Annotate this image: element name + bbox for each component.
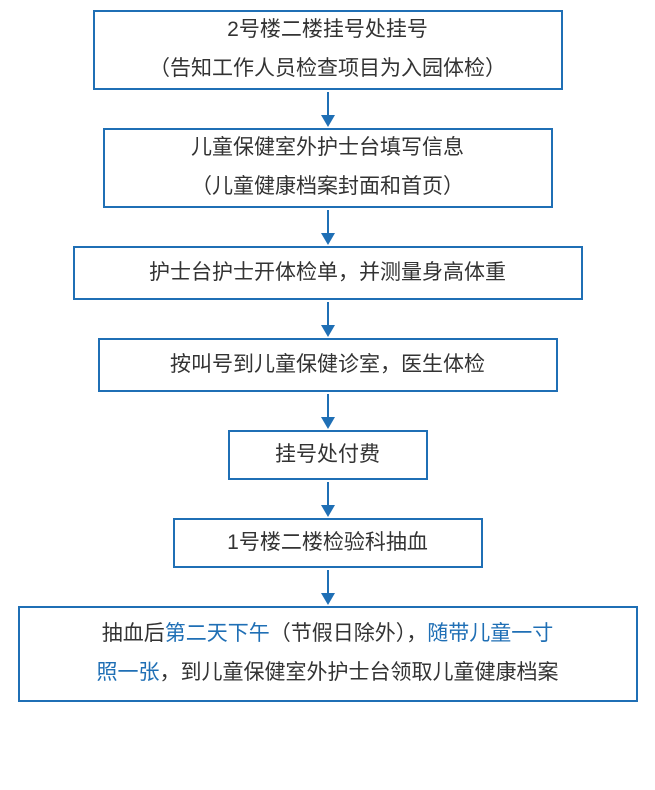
arrow-shaft bbox=[327, 482, 329, 506]
text-segment: （节假日除外）， bbox=[270, 622, 428, 645]
text-segment: 抽血后 bbox=[102, 622, 165, 645]
flow-arrow-1 bbox=[321, 90, 335, 128]
flow-step-2: 儿童保健室外护士台填写信息 （儿童健康档案封面和首页） bbox=[103, 128, 553, 208]
flow-step-6: 1号楼二楼检验科抽血 bbox=[173, 518, 483, 568]
text-segment: 按叫号到儿童保健诊室，医生体检 bbox=[170, 353, 485, 376]
flow-step-6-line-1: 1号楼二楼检验科抽血 bbox=[227, 524, 428, 563]
text-segment: （告知工作人员检查项目为入园体检） bbox=[149, 57, 506, 80]
flow-arrow-4 bbox=[321, 392, 335, 430]
arrow-head-icon bbox=[321, 325, 335, 337]
flow-step-3: 护士台护士开体检单，并测量身高体重 bbox=[73, 246, 583, 300]
flow-step-4-line-1: 按叫号到儿童保健诊室，医生体检 bbox=[170, 346, 485, 385]
text-segment: 照一张 bbox=[97, 661, 160, 684]
arrow-shaft bbox=[327, 302, 329, 326]
text-segment: 护士台护士开体检单，并测量身高体重 bbox=[149, 261, 506, 284]
arrow-shaft bbox=[327, 210, 329, 234]
arrow-shaft bbox=[327, 394, 329, 418]
flow-step-5: 挂号处付费 bbox=[228, 430, 428, 480]
text-segment: 1号楼二楼检验科抽血 bbox=[227, 531, 428, 554]
flow-step-7: 抽血后第二天下午（节假日除外），随带儿童一寸照一张，到儿童保健室外护士台领取儿童… bbox=[18, 606, 638, 702]
flow-step-7-line-2: 照一张，到儿童保健室外护士台领取儿童健康档案 bbox=[97, 654, 559, 693]
flow-step-1: 2号楼二楼挂号处挂号 （告知工作人员检查项目为入园体检） bbox=[93, 10, 563, 90]
flow-arrow-3 bbox=[321, 300, 335, 338]
flow-step-2-line-1: 儿童保健室外护士台填写信息 bbox=[191, 129, 464, 168]
arrow-head-icon bbox=[321, 115, 335, 127]
flow-step-4: 按叫号到儿童保健诊室，医生体检 bbox=[98, 338, 558, 392]
arrow-shaft bbox=[327, 570, 329, 594]
text-segment: ，到儿童保健室外护士台领取儿童健康档案 bbox=[160, 661, 559, 684]
flowchart-container: 2号楼二楼挂号处挂号 （告知工作人员检查项目为入园体检） 儿童保健室外护士台填写信息… bbox=[0, 10, 655, 702]
text-segment: （儿童健康档案封面和首页） bbox=[191, 175, 464, 198]
flow-step-1-line-1: 2号楼二楼挂号处挂号 bbox=[227, 11, 428, 50]
text-segment: 随带儿童一寸 bbox=[427, 622, 553, 645]
arrow-head-icon bbox=[321, 505, 335, 517]
flow-step-1-line-2: （告知工作人员检查项目为入园体检） bbox=[149, 50, 506, 89]
arrow-head-icon bbox=[321, 593, 335, 605]
text-segment: 儿童保健室外护士台填写信息 bbox=[191, 136, 464, 159]
flow-arrow-6 bbox=[321, 568, 335, 606]
arrow-head-icon bbox=[321, 233, 335, 245]
flow-step-3-line-1: 护士台护士开体检单，并测量身高体重 bbox=[149, 254, 506, 293]
arrow-shaft bbox=[327, 92, 329, 116]
flow-step-5-line-1: 挂号处付费 bbox=[275, 436, 380, 475]
flow-arrow-2 bbox=[321, 208, 335, 246]
text-segment: 2号楼二楼挂号处挂号 bbox=[227, 18, 428, 41]
flow-arrow-5 bbox=[321, 480, 335, 518]
flow-step-7-line-1: 抽血后第二天下午（节假日除外），随带儿童一寸 bbox=[102, 615, 554, 654]
text-segment: 第二天下午 bbox=[165, 622, 270, 645]
text-segment: 挂号处付费 bbox=[275, 443, 380, 466]
arrow-head-icon bbox=[321, 417, 335, 429]
flow-step-2-line-2: （儿童健康档案封面和首页） bbox=[191, 168, 464, 207]
